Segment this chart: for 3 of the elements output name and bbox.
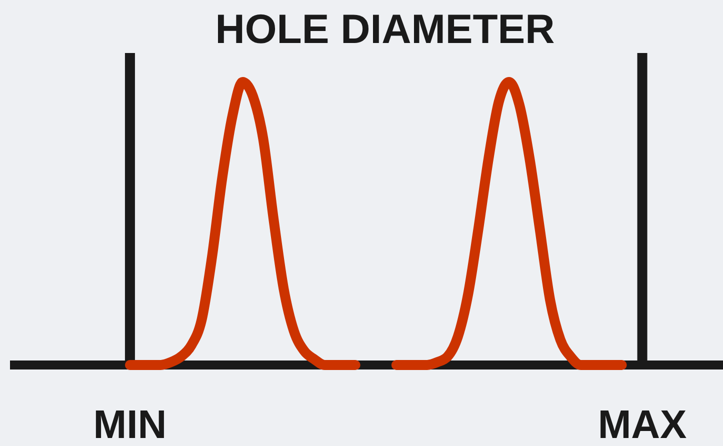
x-tick-label: MIN: [93, 403, 167, 446]
x-tick-label: MAX: [598, 403, 688, 446]
chart-title: HOLE DIAMETER: [215, 6, 555, 52]
